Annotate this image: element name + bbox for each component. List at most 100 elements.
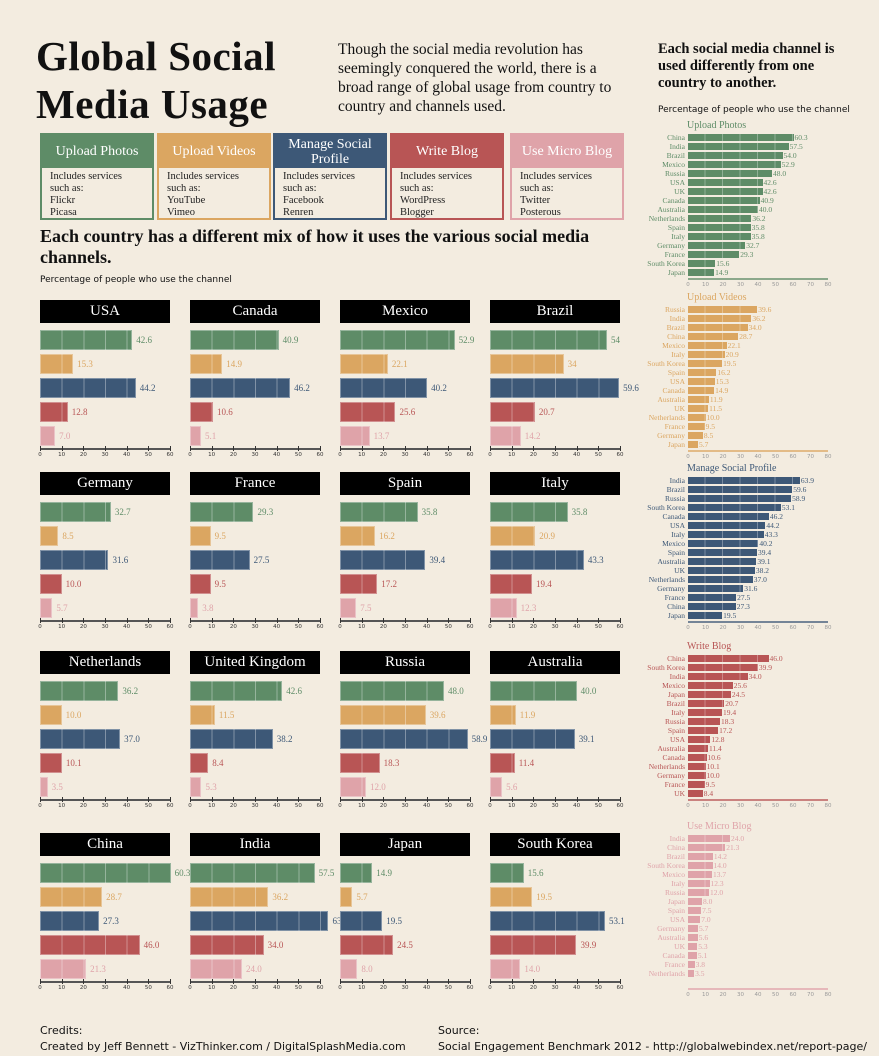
ranking-bar [688,576,753,583]
tick-mark [105,618,106,623]
tick-label: 60 [789,282,797,288]
tick-mark [340,797,341,802]
ranking-country: Japan [667,897,685,906]
tick-label: 50 [594,985,602,991]
ranking-bar [688,871,712,878]
tick-mark [126,979,128,984]
value-label: 20.7 [538,407,555,417]
bar-upload-videos [190,354,223,374]
tick-label: 40 [123,803,131,809]
country-name: United Kingdom [190,651,320,674]
tick-label: 70 [807,803,814,809]
value-label: 40.0 [580,686,597,696]
ranking-country: Russia [664,717,685,726]
tick-mark [361,618,363,623]
ranking-bar [688,673,748,680]
ranking-bar [688,898,702,905]
ranking-country: Canada [662,196,686,205]
ranking-bar [688,585,744,592]
tick-label: 30 [251,985,259,991]
ranking-country: Russia [664,305,685,314]
tick-mark [126,797,128,802]
ranking-bar [688,664,758,671]
tick-label: 40 [754,625,762,631]
tick-label: 10 [358,985,366,991]
tick-label: 10 [508,803,516,809]
tick-mark [211,979,213,984]
ranking-country: Italy [671,350,685,359]
bar-upload-photos [40,330,133,350]
value-label: 14.9 [226,359,243,369]
tick-mark [276,797,278,802]
ranking-value: 25.6 [733,681,747,690]
tick-mark [405,797,406,802]
value-label: 39.1 [578,734,595,744]
ranking-bar [688,251,740,258]
value-label: 19.4 [536,579,552,589]
ranking-country: Mexico [662,870,685,879]
ranking-country: Italy [671,232,685,241]
ranking-bar [688,188,763,195]
tick-label: 0 [188,452,192,458]
tick-mark [598,446,600,451]
ranking-country: South Korea [647,663,685,672]
ranking-country: Brazil [666,485,685,494]
ranking-title: Use Micro Blog [687,821,752,832]
value-label: 14.9 [376,868,393,878]
value-label: 11.4 [518,758,535,768]
tick-label: 0 [188,803,192,809]
tick-mark [276,979,278,984]
tick-label: 30 [401,452,409,458]
ranking-value: 9.5 [705,780,715,789]
ranking-country: Spain [667,726,685,735]
tick-label: 40 [423,803,431,809]
ranking-bar [688,143,789,150]
ranking-value: 5.7 [698,924,709,933]
tick-mark [533,797,535,802]
bar-upload-photos [190,502,254,522]
ranking-value: 44.2 [766,521,780,530]
ranking-bar [688,709,722,716]
tick-mark [383,618,385,623]
tick-label: 60 [789,454,797,460]
ranking-value: 15.3 [715,377,729,386]
legend-title: Write Blog [392,135,502,168]
bar-manage-social-profile [190,911,329,931]
tick-mark [83,446,85,451]
ranking-bar [688,342,727,349]
ranking-value: 20.9 [725,350,739,359]
bar-manage-social-profile [40,729,121,749]
tick-mark [255,979,256,984]
ranking-country: UK [674,942,685,951]
ranking-value: 5.3 [698,942,708,951]
bar-write-blog [490,753,515,773]
ranking-bar [688,441,698,448]
tick-mark [470,797,471,802]
tick-label: 30 [101,452,109,458]
tick-label: 50 [772,803,779,809]
country-name: Germany [40,472,170,495]
ranking-bar [688,315,752,322]
tick-mark [320,979,321,984]
tick-label: 0 [488,803,492,809]
country-name: Japan [340,833,470,856]
legend-title: Use Micro Blog [512,135,622,168]
ranking-country: UK [674,566,685,575]
bar-upload-videos [190,526,211,546]
ranking-bar [688,215,752,222]
tick-label: 30 [251,803,259,809]
value-label: 40.2 [431,383,447,393]
bar-upload-photos [40,863,171,883]
right-heading-text: Each social media channel is used differ… [658,41,835,91]
bar-use-micro-blog [40,598,53,618]
ranking-value: 27.5 [737,593,751,602]
value-label: 59.6 [623,383,639,393]
legend-line: Facebook [283,195,324,206]
ranking-bar [688,745,708,752]
bar-manage-social-profile [490,378,620,398]
ranking-bar [688,754,707,761]
tick-mark [426,618,428,623]
tick-label: 10 [358,624,366,630]
value-label: 12.8 [71,407,88,417]
value-label: 57.5 [318,868,335,878]
